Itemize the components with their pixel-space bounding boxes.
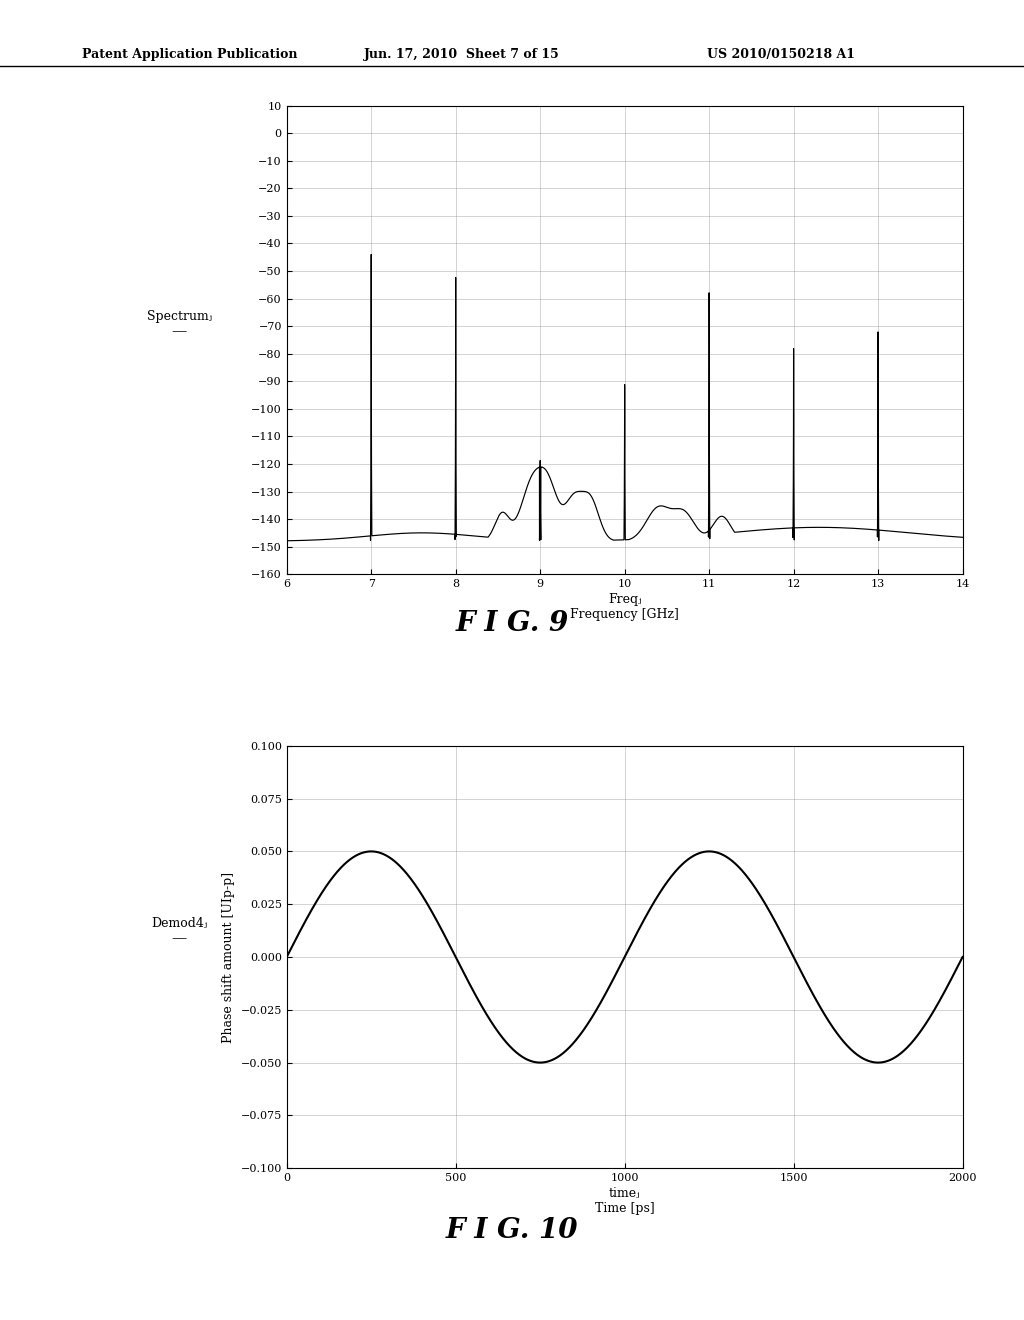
X-axis label: Freqⱼ
Frequency [GHz]: Freqⱼ Frequency [GHz]: [570, 593, 679, 622]
Y-axis label: Phase shift amount [UIp-p]: Phase shift amount [UIp-p]: [222, 871, 234, 1043]
Text: Patent Application Publication: Patent Application Publication: [82, 48, 297, 61]
Text: —: —: [172, 932, 186, 945]
Text: Spectrumⱼ: Spectrumⱼ: [146, 310, 212, 323]
Text: —: —: [172, 325, 186, 338]
Text: F I G. 9: F I G. 9: [456, 610, 568, 636]
Text: US 2010/0150218 A1: US 2010/0150218 A1: [707, 48, 855, 61]
Text: F I G. 10: F I G. 10: [445, 1217, 579, 1243]
Text: Demod4ⱼ: Demod4ⱼ: [152, 917, 207, 931]
Text: Jun. 17, 2010  Sheet 7 of 15: Jun. 17, 2010 Sheet 7 of 15: [364, 48, 559, 61]
X-axis label: timeⱼ
Time [ps]: timeⱼ Time [ps]: [595, 1187, 654, 1216]
